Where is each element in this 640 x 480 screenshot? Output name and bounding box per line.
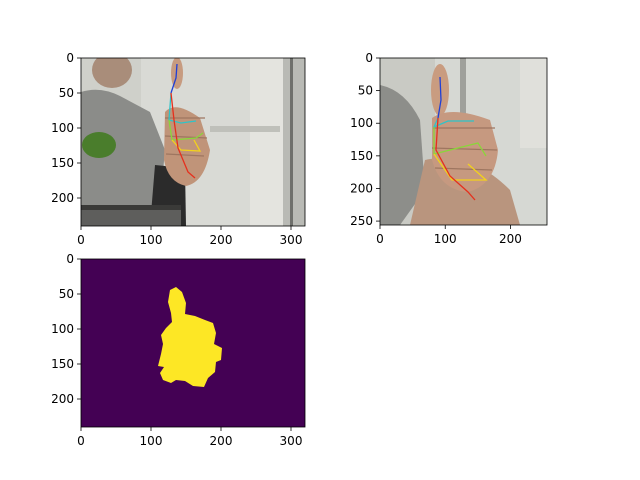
crop-skeleton-thumb xyxy=(437,76,442,119)
frame-x-tick-label: 300 xyxy=(280,233,303,247)
crop-y-tick-label: 250 xyxy=(350,214,373,228)
crop-image xyxy=(380,58,547,225)
frame-skeleton-thumb xyxy=(170,63,178,94)
crop-skeleton xyxy=(432,76,488,201)
subplot-crop: 0 100 200 0 50 100 150 200 250 xyxy=(350,51,548,246)
crop-skeleton-pinky xyxy=(435,117,476,201)
frame-skeleton xyxy=(168,63,204,179)
crop-x-tick-label: 0 xyxy=(376,232,384,246)
mask-x-tick-label: 300 xyxy=(280,434,303,448)
mask-y-tick-label: 150 xyxy=(51,357,74,371)
subplot-frame: 0 100 200 300 0 50 100 150 200 xyxy=(51,51,306,247)
mask-axes-box xyxy=(80,258,306,428)
mask-y-tick-label: 0 xyxy=(66,252,74,266)
crop-skeleton-index xyxy=(432,117,474,129)
frame-y-tick-label: 50 xyxy=(59,86,74,100)
crop-ticks: 0 100 200 0 50 100 150 200 250 xyxy=(350,51,522,246)
mask-x-tick-label: 0 xyxy=(77,434,85,448)
frame-skeleton-pinky xyxy=(170,92,196,179)
crop-x-tick-label: 200 xyxy=(499,232,522,246)
mask-ticks: 0 100 200 300 0 50 100 150 200 xyxy=(51,252,302,448)
mask-y-tick-label: 100 xyxy=(51,322,74,336)
frame-skeleton-ring xyxy=(171,139,202,152)
frame-y-tick-label: 150 xyxy=(51,156,74,170)
frame-y-tick-label: 200 xyxy=(51,191,74,205)
frame-skeleton-middle xyxy=(168,119,204,141)
crop-y-tick-label: 100 xyxy=(350,116,373,130)
frame-axes-box xyxy=(80,57,306,227)
crop-y-tick-label: 0 xyxy=(365,51,373,65)
crop-x-tick-label: 100 xyxy=(434,232,457,246)
frame-x-tick-label: 0 xyxy=(77,233,85,247)
mask-region xyxy=(158,287,222,387)
crop-axes-box xyxy=(379,57,548,226)
crop-y-tick-label: 50 xyxy=(358,84,373,98)
crop-skeleton-ring xyxy=(433,153,488,181)
mask-x-tick-label: 200 xyxy=(210,434,233,448)
mask-y-tick-label: 200 xyxy=(51,392,74,406)
frame-image xyxy=(81,58,305,226)
frame-y-tick-label: 100 xyxy=(51,121,74,135)
crop-y-tick-label: 200 xyxy=(350,181,373,195)
crop-skeleton-middle xyxy=(433,127,487,157)
crop-y-tick-label: 150 xyxy=(350,149,373,163)
mask-x-tick-label: 100 xyxy=(140,434,163,448)
frame-y-tick-label: 0 xyxy=(66,51,74,65)
frame-x-tick-label: 200 xyxy=(210,233,233,247)
subplot-mask: 0 100 200 300 0 50 100 150 200 xyxy=(51,252,306,448)
mask-y-tick-label: 50 xyxy=(59,287,74,301)
frame-skeleton-index xyxy=(168,92,197,124)
frame-ticks: 0 100 200 300 0 50 100 150 200 xyxy=(51,51,302,247)
frame-x-tick-label: 100 xyxy=(140,233,163,247)
